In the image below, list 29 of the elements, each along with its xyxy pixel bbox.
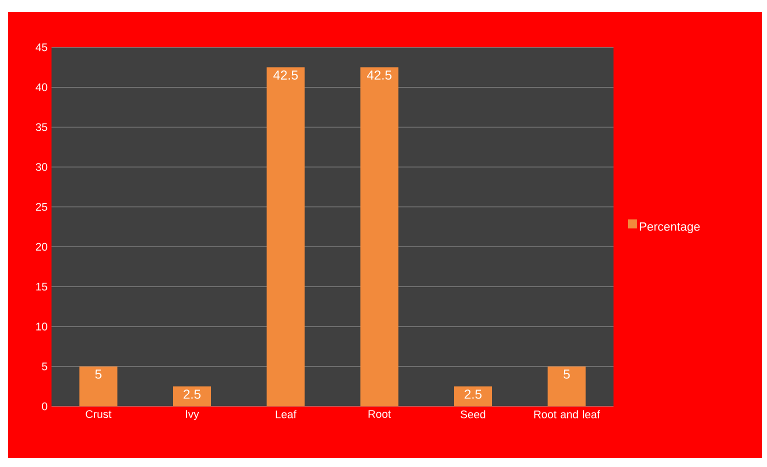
data-label: 2.5 (184, 390, 201, 399)
bar (360, 67, 398, 406)
data-label: 2.5 (464, 390, 482, 399)
data-label: 42.5 (273, 70, 298, 80)
y-tick-label: 20 (36, 242, 48, 251)
x-tick-label: Crust (86, 410, 112, 418)
x-tick-label: Seed (460, 410, 486, 418)
legend-label: Percentage (640, 222, 700, 234)
x-tick-label: Ivy (186, 410, 200, 420)
bar (454, 386, 492, 406)
bar (79, 366, 118, 406)
data-label: 5 (95, 370, 102, 379)
y-tick-label: 45 (36, 44, 48, 52)
bar (173, 386, 212, 406)
y-tick-label: 0 (42, 402, 48, 410)
x-tick-label: Leaf (276, 410, 296, 418)
x-tick-label: Root (368, 410, 391, 418)
bar (548, 366, 586, 406)
data-label: 42.5 (367, 70, 392, 80)
y-tick-label: 35 (36, 123, 48, 132)
data-label: 5 (564, 370, 570, 379)
y-tick-label: 25 (36, 203, 48, 211)
y-tick-label: 15 (36, 282, 48, 291)
bar (266, 67, 305, 406)
y-tick-label: 10 (36, 322, 48, 330)
y-tick-label: 40 (36, 83, 48, 92)
y-tick-label: 5 (42, 362, 48, 370)
y-tick-label: 30 (36, 163, 48, 171)
x-tick-label: Root and leaf (534, 410, 600, 418)
